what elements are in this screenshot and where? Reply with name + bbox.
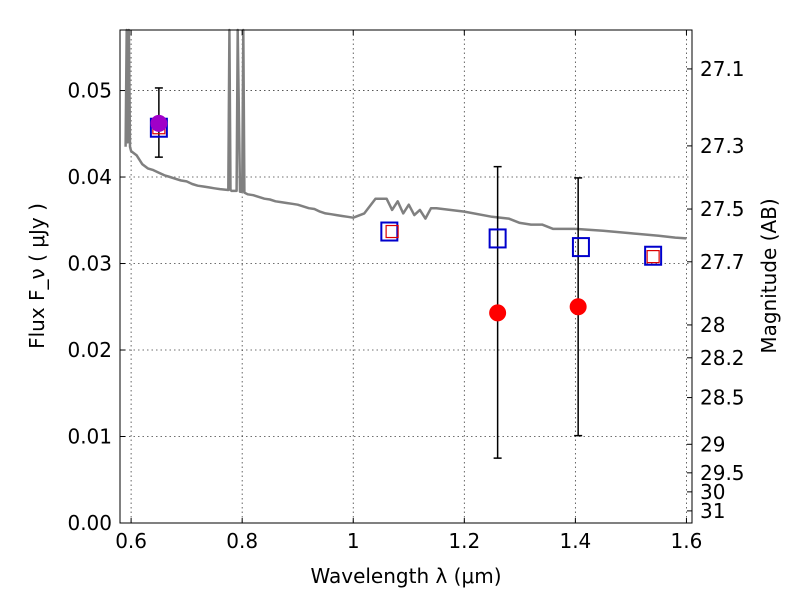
y-axis-label: Flux F_ν ( μJy ) (25, 203, 49, 349)
model-small-square-marker (646, 250, 660, 264)
right-tick-label: 28 (700, 313, 725, 337)
right-tick-label: 27.7 (700, 250, 745, 274)
y-tick-label: 0.04 (67, 165, 112, 189)
plot-frame (119, 29, 693, 524)
model-spectrum-layer (124, 28, 687, 240)
x-tick-label: 1.2 (448, 529, 480, 553)
y-tick-label: 0.00 (67, 511, 112, 535)
y-tick-label: 0.05 (67, 79, 112, 103)
right-tick-label: 31 (700, 499, 725, 523)
y-tick-label: 0.01 (67, 425, 112, 449)
marker-layer (149, 114, 663, 322)
y-ticks: 0.00 0.01 0.02 0.03 0.04 0.05 (67, 79, 125, 535)
y-tick-label: 0.03 (67, 252, 112, 276)
model-square-marker (488, 228, 507, 249)
model-square-marker (644, 245, 663, 266)
x-tick-label: 1.4 (559, 529, 591, 553)
right-tick-label: 29 (700, 432, 725, 456)
right-tick-label: 27.5 (700, 197, 745, 221)
right-tick-label: 28.2 (700, 346, 745, 370)
right-tick-label: 28.5 (700, 386, 745, 410)
observed-flux-point (150, 114, 168, 132)
x-tick-label: 0.8 (226, 529, 258, 553)
errorbar-layer (154, 87, 583, 459)
x-axis-label: Wavelength λ (μm) (310, 564, 501, 588)
right-axis-label: Magnitude (AB) (757, 198, 781, 353)
y-tick-label: 0.02 (67, 338, 112, 362)
x-ticks: 0.6 0.8 1 1.2 1.4 1.6 (115, 30, 702, 553)
right-tick-label: 27.3 (700, 134, 745, 158)
grid-lines (120, 30, 692, 524)
observed-flux-point (489, 304, 507, 322)
model-spectrum-line (124, 28, 687, 240)
model-small-square-marker (385, 224, 399, 239)
x-tick-label: 1 (347, 529, 360, 553)
model-square-marker (380, 221, 399, 242)
x-tick-label: 1.6 (671, 529, 703, 553)
observed-flux-point (569, 298, 587, 316)
right-tick-label: 27.1 (700, 57, 745, 81)
right-tick-label: 30 (700, 480, 725, 504)
x-tick-label: 0.6 (115, 529, 147, 553)
right-tick-label: 29.5 (700, 461, 745, 485)
model-square-marker (571, 237, 590, 258)
